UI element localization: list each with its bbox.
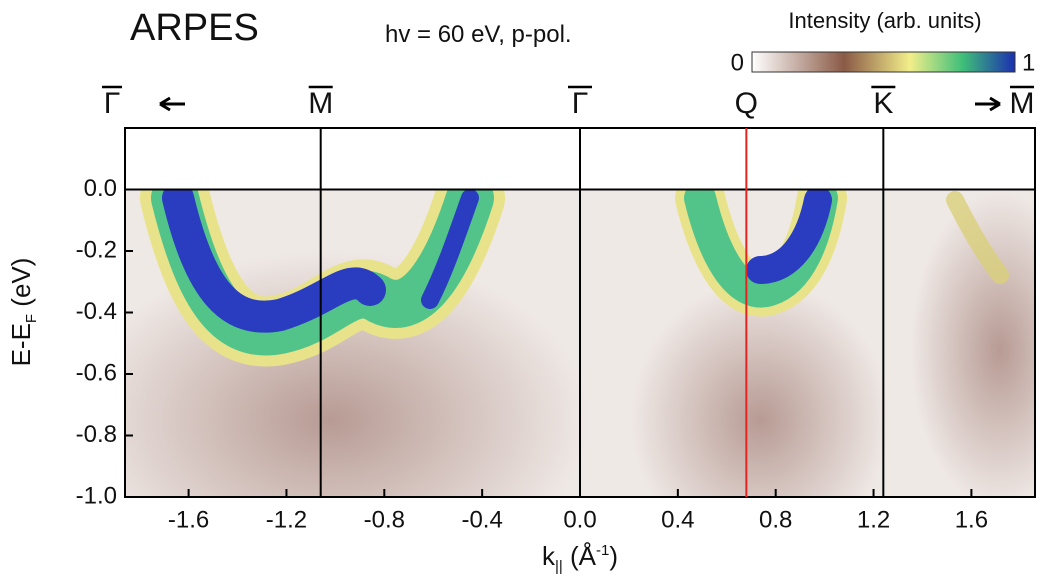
label-part: (Å [563,541,597,571]
label-part: E-E [6,323,36,366]
y-tick-label: -0.6 [76,359,117,386]
y-tick-label: -0.4 [76,298,117,325]
x-tick-label: 0.4 [661,506,694,533]
x-axis-label: k|| (Å-1) [542,541,618,575]
chart-title: ARPES [130,7,259,49]
colorbar-label: Intensity (arb. units) [788,8,981,33]
marker-label: K [873,87,893,120]
colorbar-tick: 0 [731,49,744,76]
arrow-right [975,96,1001,112]
x-tick-label: -1.2 [266,506,307,533]
x-tick-label: 1.6 [955,506,988,533]
label-sup: -1 [596,542,609,559]
x-tick-label: 0.0 [563,506,596,533]
marker-label: Γ [572,87,589,120]
y-tick-label: 0.0 [84,175,117,202]
left-label: Γ [104,87,121,120]
colorbar [751,51,1016,73]
x-tick-label: -0.8 [364,506,405,533]
label-sub: F [23,314,40,323]
colorbar-tick: 1 [1022,49,1035,76]
marker-label: M [308,87,333,120]
arrow-left [159,96,185,112]
subtitle: hv = 60 eV, p-pol. [385,21,572,48]
y-tick-label: -0.2 [76,236,117,263]
label-sub: || [555,558,563,575]
x-tick-label: -0.4 [461,506,502,533]
label-part: k [542,541,556,571]
y-tick-label: -1.0 [76,482,117,509]
x-tick-label: 0.8 [759,506,792,533]
marker-label: Q [735,87,758,120]
label-part: (eV) [6,258,36,314]
x-tick-label: 1.2 [857,506,890,533]
y-axis-label: E-EF (eV) [6,258,40,367]
right-label: M [1010,87,1035,120]
intensity-map [125,190,1035,497]
label-part: ) [609,541,618,571]
x-tick-label: -1.6 [168,506,209,533]
y-tick-label: -0.8 [76,421,117,448]
